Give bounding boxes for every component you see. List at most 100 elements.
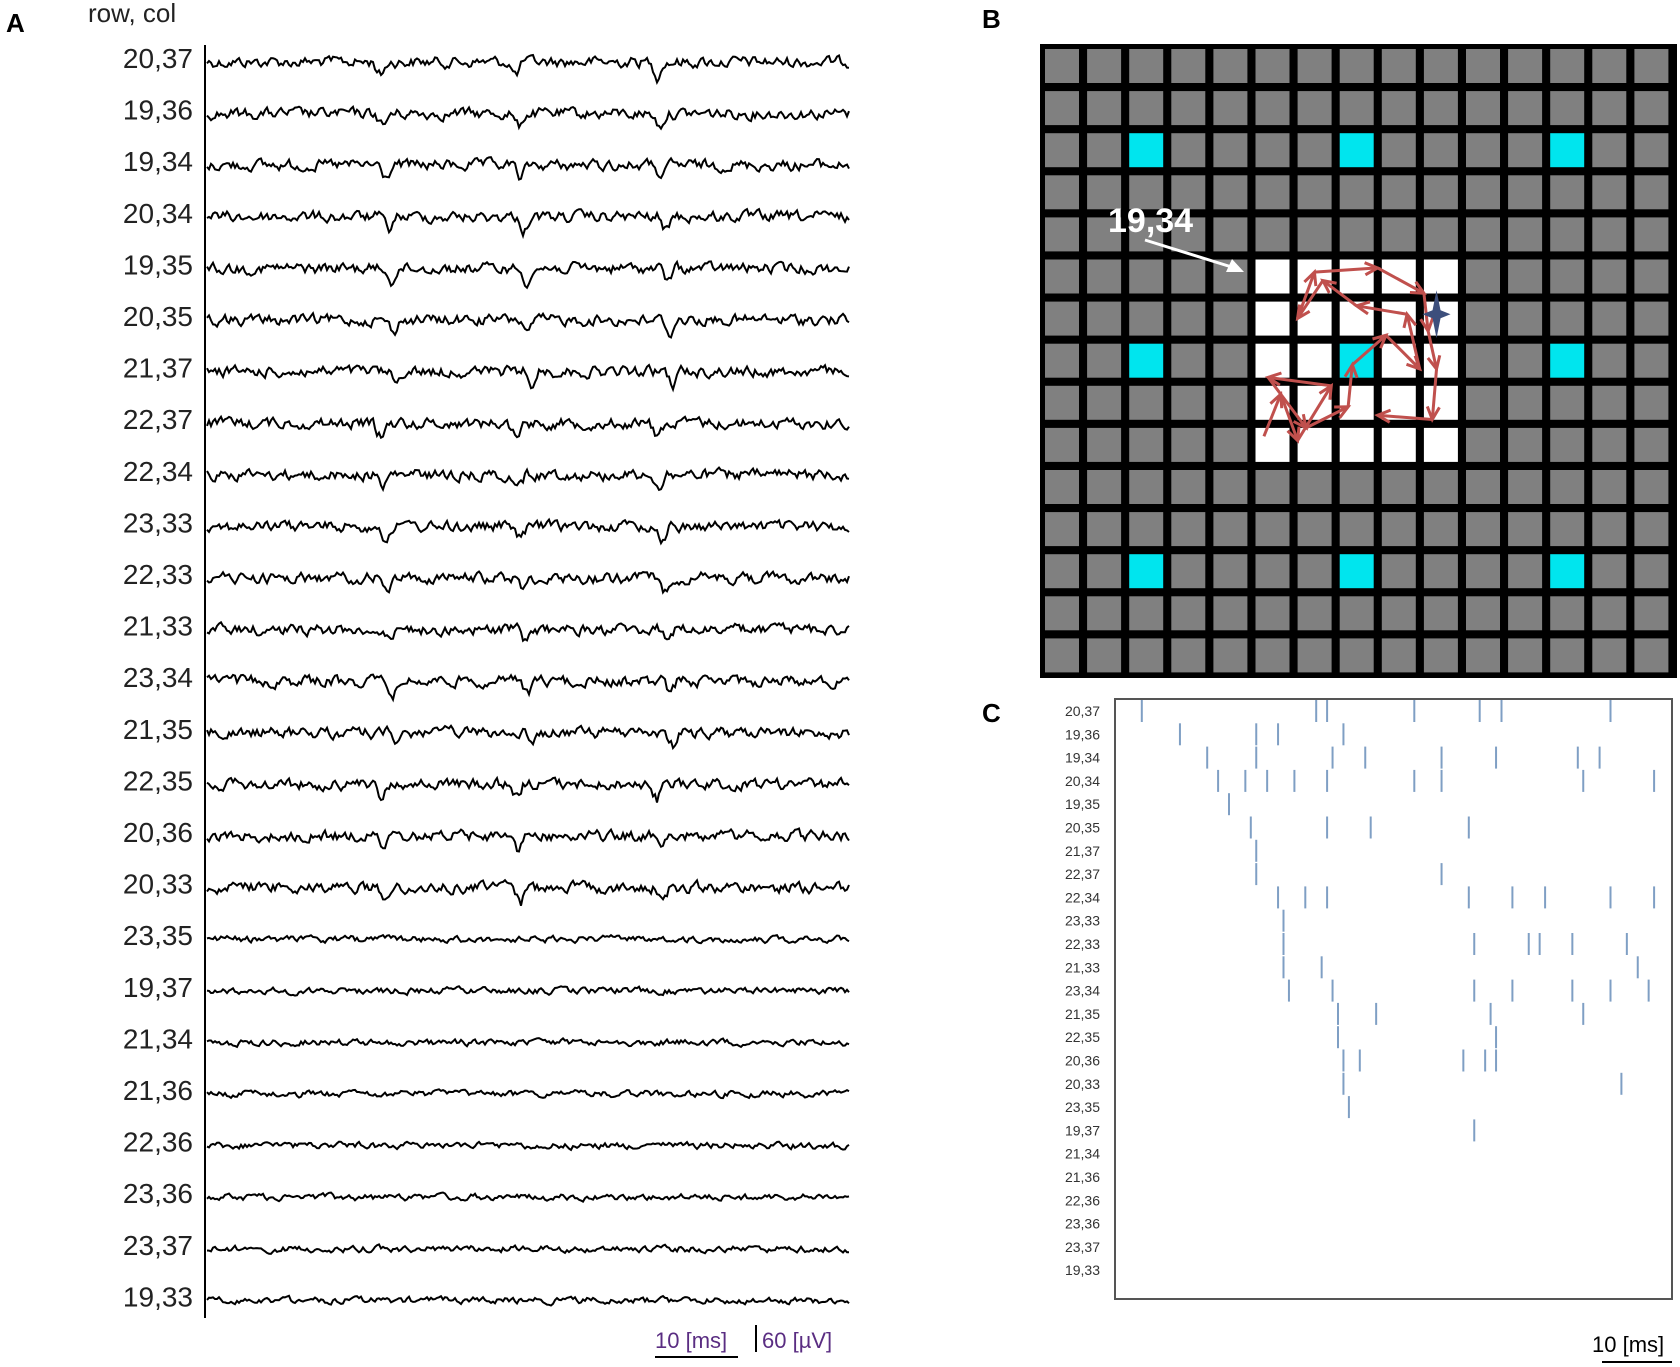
electrode-cell (1171, 133, 1206, 168)
electrode-cell (1508, 638, 1543, 673)
row-label: 21,35 (123, 714, 193, 745)
electrode-cell (1508, 470, 1543, 504)
electrode-cell (1255, 49, 1290, 83)
electrode-cell (1423, 49, 1458, 83)
voltage-trace (206, 1140, 850, 1152)
electrode-cell (1297, 512, 1332, 547)
active-electrode-cell (1297, 343, 1332, 378)
electrode-cell (1213, 343, 1248, 378)
electrode-cell (1297, 175, 1332, 210)
electrode-cell (1087, 638, 1122, 673)
origin-marker (1422, 290, 1451, 339)
electrode-cell (1634, 175, 1669, 210)
time-scale-label-a: 10 [ms] (655, 1328, 727, 1353)
electrode-cell (1381, 91, 1416, 126)
reference-electrode-cell (1339, 554, 1374, 589)
electrode-cell (1550, 301, 1585, 336)
row-label: 20,34 (123, 198, 193, 229)
electrode-cell (1213, 427, 1248, 462)
panel-a-row-labels: 20,37 19,36 19,34 20,34 19,35 20,35 21,37 22,37… (123, 43, 193, 1312)
electrode-cell (1634, 638, 1669, 673)
row-label: 19,37 (123, 972, 193, 1003)
electrode-cell (1592, 427, 1627, 462)
voltage-trace (206, 569, 850, 595)
electrode-cell (1634, 470, 1669, 504)
electrode-cell (1592, 49, 1627, 83)
electrode-cell (1297, 554, 1332, 589)
electrode-cell (1381, 596, 1416, 631)
row-label: 23,33 (123, 507, 193, 538)
path-segment (1384, 334, 1421, 371)
electrode-cell (1592, 554, 1627, 589)
electrode-cell (1339, 512, 1374, 547)
electrode-cell (1171, 343, 1206, 378)
reference-electrode-cell (1550, 343, 1585, 378)
electrode-cell (1508, 49, 1543, 83)
raster-row-label: 22,35 (1065, 1029, 1100, 1045)
raster-row-label: 19,34 (1065, 750, 1100, 766)
row-label: 23,36 (123, 1178, 193, 1209)
electrode-cell (1466, 638, 1500, 673)
electrode-cell (1592, 512, 1627, 547)
electrode-cell (1466, 175, 1500, 210)
row-label: 21,36 (123, 1075, 193, 1106)
electrode-cell (1339, 470, 1374, 504)
active-electrode-cell (1339, 427, 1374, 462)
voltage-trace (206, 259, 850, 290)
panel-label-c: C (982, 698, 1001, 728)
electrode-cell (1550, 470, 1585, 504)
raster-ticks (1140, 700, 1656, 1142)
raster-row-label: 20,35 (1065, 820, 1100, 836)
electrode-cell (1045, 638, 1079, 673)
electrode-cell (1592, 175, 1627, 210)
electrode-cell (1592, 301, 1627, 336)
electrode-cell (1129, 638, 1164, 673)
electrode-cell (1550, 49, 1585, 83)
path-segment (1321, 279, 1358, 308)
electrode-cell (1592, 596, 1627, 631)
electrode-cell (1297, 133, 1332, 168)
raster-row-label: 19,36 (1065, 726, 1100, 742)
electrode-cell (1466, 259, 1500, 294)
electrode-cell (1129, 259, 1164, 294)
electrode-cell (1045, 554, 1079, 589)
row-label: 19,36 (123, 95, 193, 126)
electrode-cell (1550, 259, 1585, 294)
voltage-trace (206, 1088, 850, 1100)
electrode-cell (1171, 470, 1206, 504)
panel-a-header: row, col (88, 0, 176, 28)
path-segment (1426, 330, 1438, 370)
electrode-cell (1508, 596, 1543, 631)
active-electrode-cell (1381, 385, 1416, 420)
electrode-cell (1634, 343, 1669, 378)
electrode-cell (1255, 638, 1290, 673)
reference-electrode-cell (1129, 554, 1164, 589)
electrode-cell (1213, 301, 1248, 336)
reference-electrode-cell (1550, 133, 1585, 168)
electrode-cell (1171, 596, 1206, 631)
path-segment (1356, 304, 1408, 316)
electrode-cell (1087, 554, 1122, 589)
active-electrode-cell (1255, 427, 1290, 462)
path-segment (1279, 393, 1300, 442)
electrode-cell (1508, 554, 1543, 589)
electrode-cell (1423, 554, 1458, 589)
annotation-arrowhead (1226, 259, 1244, 272)
electrode-cell (1129, 175, 1164, 210)
electrode-cell (1087, 596, 1122, 631)
electrode-cell (1550, 638, 1585, 673)
raster-row-label: 21,37 (1065, 843, 1100, 859)
electrode-cell (1171, 49, 1206, 83)
path-arrowhead (1374, 408, 1392, 424)
voltage-trace (206, 933, 850, 945)
raster-row-label: 22,36 (1065, 1192, 1100, 1208)
voltage-trace (206, 1243, 849, 1255)
electrode-cell (1045, 133, 1079, 168)
electrode-cell (1466, 133, 1500, 168)
electrode-cell (1171, 301, 1206, 336)
row-label: 20,36 (123, 817, 193, 848)
raster-row-label: 22,37 (1065, 866, 1100, 882)
electrode-cell (1129, 301, 1164, 336)
electrode-cell (1171, 638, 1206, 673)
electrode-cell (1508, 512, 1543, 547)
